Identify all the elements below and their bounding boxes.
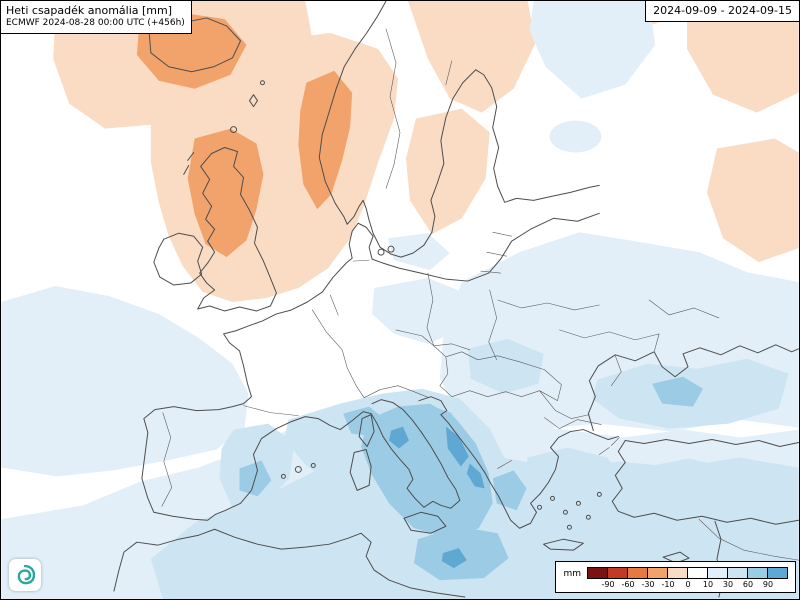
legend-color-cell [747,567,768,579]
coast-ireland [153,232,204,286]
legend-unit-label: mm [563,569,581,579]
coast-black-sea-north [587,344,799,432]
anomaly-region [445,426,469,467]
island-aegean-5 [585,514,591,520]
anomaly-region [529,1,656,99]
map-title: Heti csapadék anomália [mm] [6,4,173,17]
island-funen [387,245,395,253]
island-aegean-1 [537,504,543,510]
anomaly-region [549,120,602,153]
island-aegean-7 [596,491,602,497]
anomaly-region [467,338,544,394]
anomaly-region [372,278,468,344]
coastlines [113,1,799,598]
date-range-box: 2024-09-09 - 2024-09-15 [645,1,799,22]
anomaly-region [687,1,799,113]
anomaly-region [706,138,799,263]
anomaly-layer-positive-strong [389,426,485,569]
legend-color-cell [707,567,728,579]
anomaly-region [1,286,249,477]
legend-scale: -90 -60 -30 -10 0 10 30 60 90 [587,567,788,589]
island-aegean-2 [549,495,555,501]
country-borders [161,28,799,561]
island-aegean-4 [575,500,581,506]
anomaly-region [187,128,264,258]
anomaly-region [652,376,703,407]
legend-color-cell [647,567,668,579]
model-run-info: ECMWF 2024-08-28 00:00 UTC (+456h) [6,18,185,28]
island-corsica [358,414,375,448]
legend-tick-label: -10 [661,580,675,589]
anomaly-region [288,527,381,584]
coast-north-africa [113,528,466,598]
legend-color-cell [587,567,608,579]
forecast-period: 2024-09-09 - 2024-09-15 [653,4,792,17]
anomaly-region [466,463,485,489]
legend-tick-label: -90 [601,580,615,589]
legend-tick-label: 10 [702,580,714,589]
coast-turkey-aegean [611,440,799,525]
coast-balkans-greece [418,396,619,529]
anomaly-region [441,548,467,569]
coast-scandinavia [318,1,600,258]
legend-tick-label: -30 [641,580,655,589]
island-hebrides [183,151,195,175]
border-lines [161,28,799,561]
legend-color-cell [607,567,628,579]
anomaly-region [405,108,490,235]
legend-tick-label: 60 [742,580,754,589]
island-balearic-2 [294,465,302,473]
island-faroe [259,80,265,86]
anomaly-region [522,447,630,539]
coast-continental-europe [141,212,600,521]
legend-colorbar [587,567,788,579]
legend-tick-label: 0 [685,580,691,589]
anomaly-region [298,70,353,210]
island-orkney [230,126,238,134]
spiral-logo-icon [17,564,36,585]
anomaly-region [407,1,536,113]
legend-ticks: -90 -60 -30 -10 0 10 30 60 90 [587,580,788,589]
island-sardinia [349,449,372,491]
island-zealand [377,248,385,256]
legend-color-cell [767,567,788,579]
legend-tick-label: 90 [762,580,774,589]
island-crete [543,538,584,551]
island-balearic-3 [310,462,316,468]
legend-color-cell [727,567,748,579]
anomaly-region [637,458,729,504]
anomaly-region [389,426,409,449]
island-sicily [403,511,447,534]
legend-color-cell [667,567,688,579]
island-aegean-3 [562,509,568,515]
island-aegean-6 [566,524,572,530]
title-box: Heti csapadék anomália [mm] ECMWF 2024-0… [1,1,192,34]
legend: mm -90 -60 -30 -10 0 10 30 60 90 [555,561,796,593]
island-balearic-1 [280,473,286,479]
island-shetland [249,94,258,108]
legend-tick-label: 30 [722,580,734,589]
site-logo [9,559,41,591]
spiral-glyph [17,564,36,585]
coast-black-sea-south [624,439,799,448]
anomaly-region [388,233,450,271]
legend-color-cell [627,567,648,579]
legend-tick-label: -60 [621,580,635,589]
legend-color-cell [687,567,708,579]
coast-great-britain [197,147,277,312]
